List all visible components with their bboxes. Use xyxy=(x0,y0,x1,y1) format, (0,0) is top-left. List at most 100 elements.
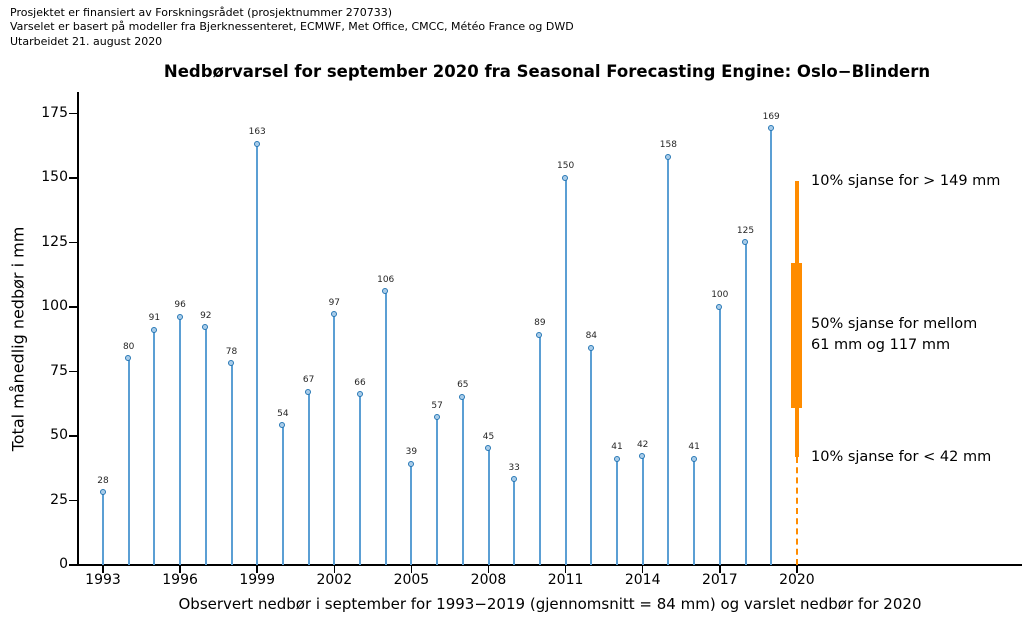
stem-2013 xyxy=(616,459,618,565)
value-label-2011: 150 xyxy=(557,161,575,171)
value-label-2000: 54 xyxy=(277,408,289,419)
marker-2004 xyxy=(382,288,389,295)
stem-2011 xyxy=(564,178,567,565)
value-label-2017: 100 xyxy=(711,290,729,300)
x-tick-2017 xyxy=(719,566,721,573)
stem-2002 xyxy=(333,314,336,565)
value-label-2019: 169 xyxy=(762,111,780,122)
marker-2018 xyxy=(742,239,748,245)
marker-2012 xyxy=(587,344,594,351)
forecast-dashed-line xyxy=(795,456,798,565)
value-label-2008: 45 xyxy=(482,431,495,442)
y-tick-150 xyxy=(69,177,77,179)
value-label-2012: 84 xyxy=(585,331,598,342)
stem-2018 xyxy=(744,242,747,565)
chart-title: Nedbørvarsel for september 2020 fra Seas… xyxy=(163,62,931,81)
y-tick-label-0: 0 xyxy=(59,556,68,572)
x-tick-label-1996: 1996 xyxy=(162,572,198,588)
x-tick-label-2020: 2020 xyxy=(779,572,815,588)
marker-2005 xyxy=(407,460,414,467)
stem-2015 xyxy=(667,157,670,565)
stem-2008 xyxy=(487,448,490,565)
stem-2016 xyxy=(693,459,696,565)
stem-2003 xyxy=(359,394,361,565)
x-tick-label-2017: 2017 xyxy=(701,572,738,588)
value-label-2007: 65 xyxy=(457,380,469,391)
marker-1994 xyxy=(125,355,132,362)
value-label-2004: 106 xyxy=(377,274,395,285)
stem-2009 xyxy=(513,479,516,565)
y-tick-75 xyxy=(69,370,77,373)
marker-1995 xyxy=(150,326,157,333)
x-axis-label: Observert nedbør i september for 1993−20… xyxy=(178,595,922,613)
stem-2001 xyxy=(307,392,310,565)
marker-1996 xyxy=(176,313,183,320)
stem-2005 xyxy=(410,464,413,565)
header-line-funding: Prosjektet er finansiert av Forskningsrå… xyxy=(10,6,393,19)
stem-2004 xyxy=(384,291,387,565)
y-tick-label-175: 175 xyxy=(41,104,68,121)
stem-2012 xyxy=(590,348,593,565)
value-label-2002: 97 xyxy=(328,297,341,308)
x-tick-2011 xyxy=(564,566,567,573)
x-tick-2020 xyxy=(796,566,798,573)
value-label-1994: 80 xyxy=(122,341,135,352)
value-label-1993: 28 xyxy=(97,475,109,486)
annotation-10pct-low: 10% sjanse for < 42 mm xyxy=(811,448,992,465)
marker-2013 xyxy=(613,455,620,462)
y-tick-100 xyxy=(69,306,77,308)
stem-1997 xyxy=(204,327,207,565)
x-tick-2002 xyxy=(333,566,336,573)
x-tick-1996 xyxy=(179,566,181,573)
stem-2006 xyxy=(436,417,439,565)
y-tick-175 xyxy=(69,112,77,115)
marker-2017 xyxy=(716,303,723,310)
x-tick-1993 xyxy=(102,566,104,573)
marker-2006 xyxy=(433,414,440,421)
marker-2014 xyxy=(639,453,646,460)
stem-2000 xyxy=(281,425,284,565)
x-tick-label-2008: 2008 xyxy=(470,572,507,588)
x-tick-label-1999: 1999 xyxy=(239,572,275,588)
marker-2015 xyxy=(664,153,671,160)
header-line-models: Varselet er basert på modeller fra Bjerk… xyxy=(10,20,574,34)
stem-1993 xyxy=(102,492,104,565)
header-note: Prosjektet er finansiert av Forskningsrå… xyxy=(10,6,574,49)
value-label-2016: 41 xyxy=(688,442,700,453)
x-tick-label-2005: 2005 xyxy=(393,572,430,588)
value-label-2013: 41 xyxy=(611,442,623,453)
y-tick-label-100: 100 xyxy=(41,298,68,314)
value-label-2006: 57 xyxy=(431,400,443,411)
stem-2007 xyxy=(461,397,464,565)
value-label-2014: 42 xyxy=(636,439,649,450)
marker-2007 xyxy=(459,393,466,400)
y-axis-line xyxy=(76,92,79,566)
marker-1993 xyxy=(99,489,106,496)
y-tick-25 xyxy=(69,499,77,502)
marker-2003 xyxy=(356,391,363,398)
value-label-1997: 92 xyxy=(200,310,212,321)
marker-1997 xyxy=(202,324,209,331)
stem-1996 xyxy=(179,317,182,565)
x-tick-2014 xyxy=(641,566,644,573)
stem-1998 xyxy=(230,363,233,565)
marker-2000 xyxy=(279,422,286,429)
marker-1999 xyxy=(253,140,260,147)
marker-1998 xyxy=(228,360,234,367)
stem-2019 xyxy=(770,128,773,565)
value-label-2003: 66 xyxy=(354,377,366,388)
y-tick-label-125: 125 xyxy=(41,233,68,250)
marker-2001 xyxy=(305,388,312,395)
stem-1995 xyxy=(153,330,156,565)
marker-2009 xyxy=(510,476,517,483)
value-label-2018: 125 xyxy=(736,225,755,236)
y-tick-0 xyxy=(69,564,77,566)
value-label-1998: 78 xyxy=(225,346,238,357)
value-label-2005: 39 xyxy=(405,447,418,458)
y-tick-label-150: 150 xyxy=(41,169,68,185)
x-tick-label-1993: 1993 xyxy=(85,572,121,588)
value-label-2001: 67 xyxy=(302,375,315,386)
x-axis-line xyxy=(76,564,1022,566)
annotation-50pct-mid: 50% sjanse for mellom 61 mm og 117 mm xyxy=(811,316,978,354)
stem-2014 xyxy=(641,456,644,565)
